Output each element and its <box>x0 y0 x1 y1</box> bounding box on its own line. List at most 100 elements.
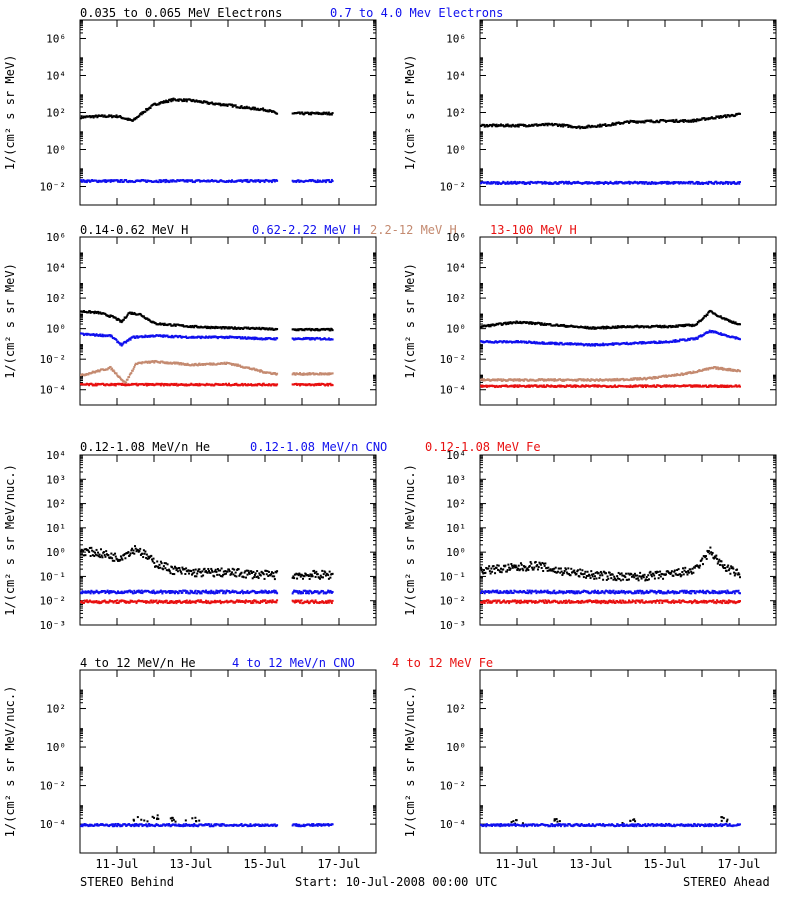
data-point <box>119 555 122 558</box>
data-point <box>690 384 693 387</box>
data-point <box>178 363 181 366</box>
data-point <box>653 375 656 378</box>
y-tick-label: 10⁴ <box>46 449 66 462</box>
data-point <box>260 337 263 340</box>
data-point <box>557 182 560 185</box>
data-point <box>146 557 149 560</box>
data-point <box>671 340 674 343</box>
data-point <box>165 569 168 572</box>
data-point <box>245 569 248 572</box>
data-point <box>203 567 206 570</box>
data-point <box>322 573 325 576</box>
data-point <box>145 180 148 183</box>
data-point <box>151 558 154 561</box>
data-point <box>528 321 531 324</box>
data-point <box>593 343 596 346</box>
data-point <box>256 570 259 573</box>
data-point <box>118 319 121 322</box>
data-point <box>110 552 113 555</box>
legend-heavy-low-0: 0.12-1.08 MeV/n He <box>80 440 210 454</box>
data-point <box>135 117 138 120</box>
data-point <box>114 316 117 319</box>
data-point <box>319 337 322 340</box>
data-point <box>721 366 724 369</box>
data-point <box>206 571 209 574</box>
data-point <box>699 384 702 387</box>
data-point <box>733 180 736 183</box>
data-point <box>303 112 306 115</box>
data-point <box>573 181 576 184</box>
data-point <box>98 370 101 373</box>
data-point <box>694 119 697 122</box>
data-point <box>689 371 692 374</box>
data-point <box>732 320 735 323</box>
data-point <box>326 382 329 385</box>
data-point <box>175 180 178 183</box>
data-point <box>314 575 317 578</box>
data-point <box>550 342 553 345</box>
data-point <box>205 100 208 103</box>
data-point <box>630 377 633 380</box>
data-point <box>331 329 334 332</box>
data-point <box>96 370 99 373</box>
data-point <box>80 550 82 553</box>
data-point <box>181 566 184 569</box>
data-point <box>684 325 687 328</box>
data-point <box>558 343 561 346</box>
data-point <box>610 123 613 126</box>
data-point <box>135 550 138 553</box>
data-point <box>202 101 205 104</box>
data-point <box>253 108 256 111</box>
data-point <box>576 379 579 382</box>
data-point <box>676 325 679 328</box>
data-point <box>618 121 621 124</box>
data-point <box>534 323 537 326</box>
data-point <box>656 324 659 327</box>
data-point <box>310 337 313 340</box>
data-point <box>654 121 657 124</box>
y-tick-label: 10⁻⁴ <box>40 384 67 397</box>
data-point <box>273 337 276 340</box>
data-point <box>134 547 137 550</box>
data-point <box>159 566 162 569</box>
data-point <box>163 562 166 565</box>
y-tick-label: 10¹ <box>46 522 66 535</box>
panel-electrons-ahead: 10⁻² 10⁰ 10² 10⁴ 10⁶ 1/(cm² s sr MeV) <box>403 19 777 206</box>
data-point <box>719 182 722 185</box>
data-point <box>660 326 663 329</box>
data-point <box>650 182 653 185</box>
data-point <box>482 378 485 381</box>
data-point <box>578 125 581 128</box>
data-point <box>511 378 514 381</box>
data-point <box>275 571 278 574</box>
y-tick-label: 10⁻² <box>40 595 67 608</box>
data-point <box>253 179 256 182</box>
data-point <box>247 571 250 574</box>
data-point <box>665 385 667 388</box>
data-point <box>94 382 97 385</box>
data-point <box>103 554 106 557</box>
data-point <box>132 367 135 370</box>
data-point <box>225 572 228 575</box>
data-point <box>707 182 710 185</box>
data-point <box>161 360 164 363</box>
data-point <box>628 385 631 388</box>
data-point <box>721 115 724 118</box>
data-point <box>250 107 253 110</box>
data-point <box>673 385 676 388</box>
data-point <box>122 180 125 183</box>
data-point <box>600 327 603 330</box>
data-point <box>634 384 637 387</box>
data-point <box>682 324 685 327</box>
data-point <box>662 374 665 377</box>
data-point <box>649 341 652 344</box>
data-point <box>254 327 257 330</box>
data-point <box>202 574 205 577</box>
data-point <box>199 337 202 340</box>
data-point <box>682 325 685 328</box>
data-point <box>195 324 198 327</box>
data-point <box>210 567 213 570</box>
data-point <box>696 385 699 388</box>
data-point <box>209 363 212 366</box>
data-point <box>648 181 651 184</box>
